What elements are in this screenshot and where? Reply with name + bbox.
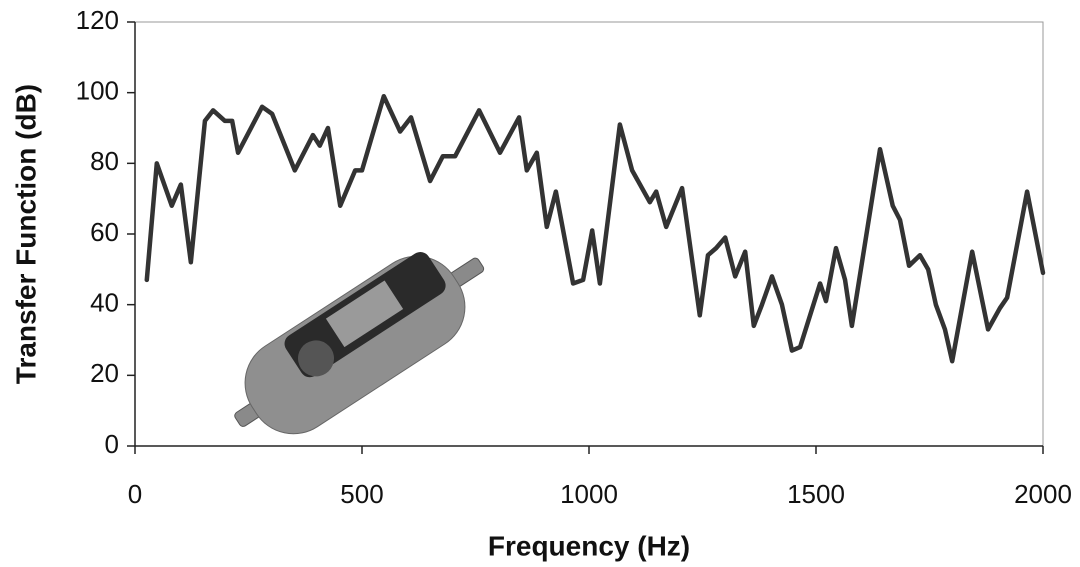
y-tick-label: 100	[76, 76, 119, 106]
line-series	[144, 93, 1046, 364]
x-tick-label: 1500	[787, 479, 845, 509]
x-tick-label: 500	[340, 479, 383, 509]
device-internal	[325, 280, 404, 348]
y-axis-title: Transfer Function (dB)	[10, 84, 41, 384]
y-tick-label: 0	[105, 429, 119, 459]
y-tick-label: 80	[90, 146, 119, 176]
y-tick-label: 120	[76, 5, 119, 35]
y-tick-label: 40	[90, 288, 119, 318]
x-axis-title: Frequency (Hz)	[488, 530, 690, 561]
x-tick-label: 0	[128, 479, 142, 509]
inset-device-image	[234, 252, 485, 435]
y-tick-label: 20	[90, 358, 119, 388]
x-tick-label: 1000	[560, 479, 618, 509]
y-tick-label: 60	[90, 217, 119, 247]
device-part	[298, 340, 335, 377]
x-tick-label: 2000	[1014, 479, 1072, 509]
